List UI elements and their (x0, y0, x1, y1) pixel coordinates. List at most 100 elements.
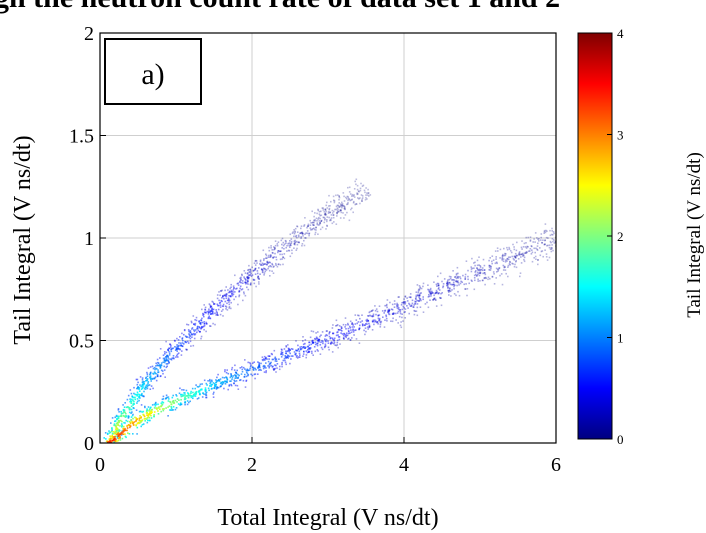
density-point (352, 211, 354, 214)
density-point (483, 269, 486, 271)
density-point (531, 251, 534, 254)
density-point (209, 306, 212, 309)
density-point (488, 265, 491, 267)
density-point (274, 240, 277, 242)
density-point (165, 366, 168, 369)
density-point (191, 333, 193, 335)
density-point (140, 420, 142, 422)
density-point (343, 217, 345, 219)
density-point (129, 422, 132, 425)
density-point (228, 305, 231, 308)
density-point (246, 368, 249, 371)
density-point (295, 249, 298, 251)
density-point (455, 280, 458, 282)
density-point (275, 371, 277, 373)
density-point (428, 293, 430, 296)
density-point (448, 281, 451, 284)
density-point (140, 417, 142, 419)
density-point (205, 312, 207, 314)
density-point (146, 387, 149, 390)
density-point (321, 331, 324, 333)
density-point (271, 264, 274, 266)
density-point (338, 202, 340, 204)
density-point (308, 350, 311, 353)
density-point (277, 250, 280, 252)
density-point (280, 351, 283, 353)
density-point (257, 367, 259, 369)
density-point (211, 311, 214, 314)
density-point (349, 193, 352, 195)
density-point (142, 386, 144, 388)
density-point (192, 315, 195, 317)
density-point (267, 267, 269, 270)
density-point (266, 358, 268, 360)
density-point (114, 416, 116, 419)
density-point (479, 272, 482, 275)
density-point (117, 431, 120, 434)
density-point (343, 332, 345, 335)
density-point (298, 235, 300, 238)
density-point (356, 184, 359, 187)
density-point (551, 244, 553, 246)
density-point (264, 263, 267, 265)
density-point (338, 195, 340, 198)
density-point (189, 400, 191, 403)
density-point (115, 422, 118, 425)
density-point (168, 358, 170, 360)
density-point (453, 279, 455, 281)
density-point (308, 350, 310, 353)
density-point (288, 355, 291, 358)
density-point (437, 282, 440, 285)
density-point (517, 258, 520, 260)
density-point (132, 402, 135, 405)
density-point (223, 377, 226, 379)
density-point (109, 440, 111, 443)
density-point (159, 366, 162, 369)
density-point (165, 363, 168, 365)
density-point (338, 195, 340, 197)
density-point (180, 344, 182, 346)
density-point (355, 178, 358, 181)
density-point (397, 296, 400, 298)
density-point (111, 432, 114, 435)
density-point (297, 348, 299, 351)
density-point (276, 363, 279, 365)
density-point (367, 192, 370, 195)
density-point (354, 314, 357, 316)
density-point (226, 377, 228, 379)
density-point (422, 282, 425, 285)
density-point (429, 299, 431, 301)
density-point (281, 351, 284, 354)
density-point (306, 225, 309, 228)
density-point (121, 420, 123, 423)
density-point (224, 369, 226, 371)
density-point (307, 225, 309, 227)
density-point (139, 384, 141, 386)
density-point (249, 367, 251, 370)
density-point (551, 247, 553, 249)
density-point (191, 336, 193, 338)
density-point (505, 253, 507, 255)
density-point (522, 254, 525, 257)
density-point (332, 216, 335, 219)
density-point (324, 345, 326, 348)
density-point (186, 336, 188, 338)
density-point (329, 205, 331, 207)
density-point (172, 406, 175, 408)
density-point (446, 285, 449, 287)
density-point (502, 269, 505, 271)
density-point (289, 246, 291, 248)
density-point (544, 239, 546, 241)
density-point (194, 391, 197, 394)
density-point (148, 416, 151, 419)
density-point (451, 283, 454, 286)
density-point (549, 248, 552, 250)
density-point (146, 379, 149, 382)
density-point (109, 444, 111, 446)
density-point (333, 339, 335, 341)
density-point (480, 268, 483, 271)
density-point (356, 192, 358, 194)
density-point (330, 219, 332, 222)
density-point (123, 406, 126, 408)
density-point (331, 337, 334, 339)
